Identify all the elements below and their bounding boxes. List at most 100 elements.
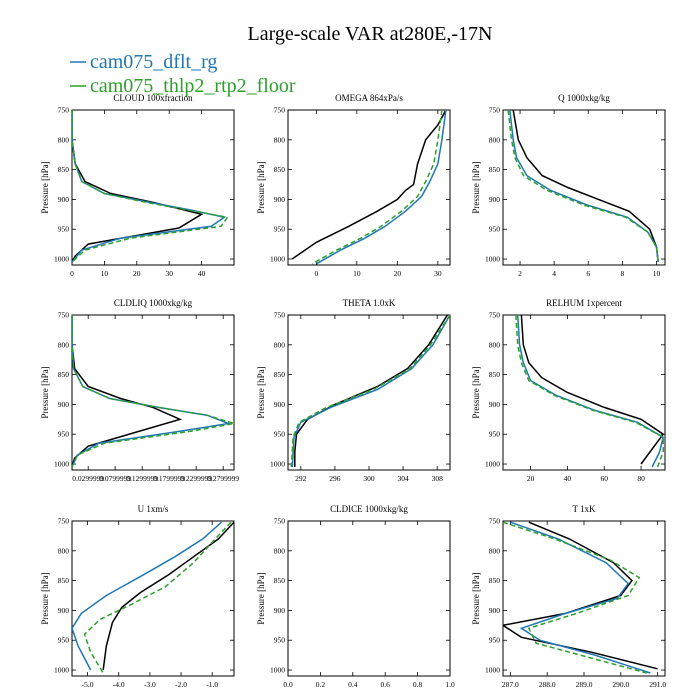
y-axis-label: Pressure [hPa]: [471, 572, 481, 624]
plot-frame: [71, 520, 235, 677]
y-tick-label: 850: [489, 370, 501, 379]
figure-title: Large-scale VAR at280E,-17N: [248, 23, 493, 45]
y-tick-label: 850: [58, 370, 70, 379]
series-line-2: [290, 315, 450, 468]
series-line-0: [72, 315, 183, 468]
x-tick-label: 0.0299999: [72, 474, 104, 483]
y-tick-label: 950: [58, 636, 70, 645]
y-tick-label: 900: [274, 195, 286, 204]
y-tick-label: 750: [58, 311, 70, 320]
x-tick-label: 4: [552, 269, 556, 278]
panel-4: THETA 1.0xK 750 800 850 900 950 1000 292 296 300 3…: [256, 298, 451, 483]
panel-7: CLDICE 1000xkg/kg 750 800 850 900 950 1000 0.0 0…: [256, 504, 455, 689]
series-line-1: [316, 110, 447, 265]
y-tick-label: 950: [489, 636, 501, 645]
series-line-0: [503, 521, 658, 670]
series-line-1: [510, 521, 651, 674]
x-tick-label: 288.0: [539, 680, 556, 689]
series-line-2: [507, 110, 659, 263]
y-tick-label: 900: [58, 400, 70, 409]
y-axis-label: Pressure [hPa]: [471, 161, 481, 213]
x-tick-label: 289.0: [576, 680, 593, 689]
y-tick-label: 1000: [485, 255, 500, 264]
y-axis-label: Pressure [hPa]: [471, 366, 481, 418]
y-tick-label: 800: [58, 546, 70, 555]
plot-frame: [502, 109, 666, 266]
y-tick-label: 850: [274, 370, 286, 379]
plot-frame: [287, 520, 451, 677]
x-tick-label: 10: [353, 269, 361, 278]
x-tick-label: 6: [586, 269, 590, 278]
y-tick-label: 800: [489, 135, 501, 144]
y-tick-label: 950: [58, 430, 70, 439]
panel-2: Q 1000xkg/kg 750 800 850 900 950 1000 2 4 6 8 10 Pre…: [471, 93, 666, 278]
y-tick-label: 900: [274, 400, 286, 409]
y-tick-label: 800: [58, 340, 70, 349]
panel-6: U 1xm/s 750 800 850 900 950 1000 -5.0 -4.0 -3.0 -2…: [40, 504, 235, 689]
x-tick-label: 10: [653, 269, 661, 278]
x-tick-label: 0.1299999: [126, 474, 158, 483]
plot-frame: [71, 109, 235, 266]
y-tick-label: 1000: [270, 666, 285, 675]
panel-title: RELHUM 1xpercent: [546, 298, 622, 308]
panel-title: T 1xK: [572, 504, 596, 514]
x-tick-label: -4.0: [113, 680, 125, 689]
y-tick-label: 950: [489, 430, 501, 439]
panel-3: CLDLIQ 1000xkg/kg 750 800 850 900 950 10000.02…: [40, 298, 239, 483]
x-tick-label: 10: [101, 269, 109, 278]
x-tick-label: 0.0: [283, 680, 293, 689]
y-axis-label: Pressure [hPa]: [256, 161, 266, 213]
x-tick-label: 290.0: [612, 680, 629, 689]
y-axis-label: Pressure [hPa]: [40, 366, 50, 418]
y-tick-label: 750: [58, 517, 70, 526]
y-tick-label: 750: [58, 106, 70, 115]
x-tick-label: 40: [198, 269, 206, 278]
series-line-2: [72, 315, 234, 468]
series-line-1: [291, 315, 450, 468]
x-tick-label: -2.0: [175, 680, 187, 689]
y-tick-label: 800: [274, 135, 286, 144]
y-tick-label: 950: [274, 636, 286, 645]
y-tick-label: 900: [489, 195, 501, 204]
y-tick-label: 900: [489, 400, 501, 409]
y-tick-label: 950: [274, 225, 286, 234]
x-tick-label: 0.2: [316, 680, 326, 689]
series-line-0: [291, 110, 447, 260]
y-axis-label: Pressure [hPa]: [40, 161, 50, 213]
x-tick-label: 20: [133, 269, 141, 278]
x-tick-label: 0.2299999: [180, 474, 212, 483]
x-tick-label: 0: [70, 269, 74, 278]
y-tick-label: 750: [489, 517, 501, 526]
y-tick-label: 1000: [54, 460, 69, 469]
x-tick-label: 0.6: [381, 680, 391, 689]
y-tick-label: 850: [274, 576, 286, 585]
x-tick-label: 80: [637, 474, 645, 483]
y-tick-label: 1000: [270, 460, 285, 469]
y-tick-label: 800: [274, 546, 286, 555]
x-tick-label: 1.0: [445, 680, 455, 689]
y-tick-label: 800: [274, 340, 286, 349]
y-tick-label: 750: [274, 517, 286, 526]
y-tick-label: 750: [489, 106, 501, 115]
x-tick-label: 0.4: [348, 680, 358, 689]
panel-title: U 1xm/s: [138, 504, 169, 514]
series-line-0: [520, 315, 665, 465]
x-tick-label: 30: [434, 269, 442, 278]
y-tick-label: 750: [489, 311, 501, 320]
panel-title: CLOUD 100xfraction: [113, 93, 193, 103]
y-tick-label: 1000: [270, 255, 285, 264]
y-tick-label: 850: [489, 576, 501, 585]
panel-title: THETA 1.0xK: [343, 298, 396, 308]
panels: CLOUD 100xfraction 750 800 850 900 950 1000 0 10…: [40, 93, 666, 689]
y-tick-label: 800: [58, 135, 70, 144]
series-line-1: [509, 110, 659, 263]
y-tick-label: 1000: [485, 460, 500, 469]
y-tick-label: 750: [274, 311, 286, 320]
x-tick-label: 0.0799999: [99, 474, 131, 483]
series-line-2: [83, 521, 232, 674]
panel-5: RELHUM 1xpercent 750 800 850 900 950 1000 20 40 6…: [471, 298, 666, 483]
x-tick-label: 300: [363, 474, 375, 483]
y-tick-label: 1000: [54, 666, 69, 675]
x-tick-label: 287.0: [502, 680, 519, 689]
